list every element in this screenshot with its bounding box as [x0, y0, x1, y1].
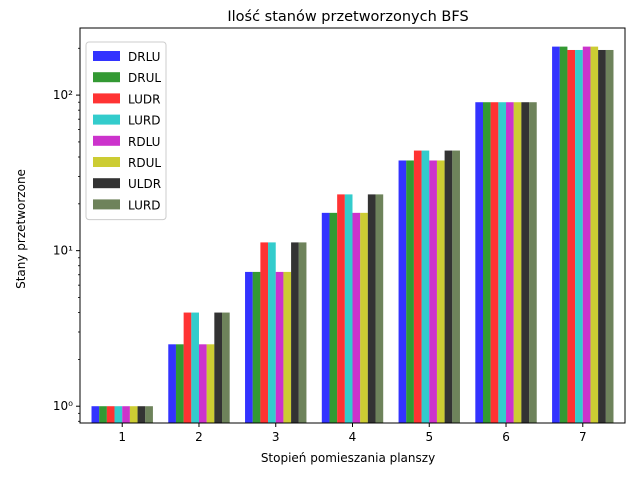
bar [375, 194, 384, 423]
bar [252, 271, 261, 423]
legend-swatch [93, 72, 120, 83]
bar [222, 312, 230, 423]
y-tick-label: 10² [53, 88, 73, 102]
bar [398, 160, 407, 423]
bar [429, 160, 437, 423]
bar [145, 406, 153, 423]
bar [183, 312, 192, 423]
y-axis-label: Stany przetworzone [14, 169, 28, 289]
bar [406, 160, 414, 423]
x-tick-label: 7 [579, 430, 587, 444]
bar [214, 312, 223, 423]
x-axis-label: Stopień pomieszania planszy [261, 451, 435, 465]
legend-swatch [93, 135, 120, 146]
x-tick-label: 2 [195, 430, 203, 444]
bar [482, 102, 491, 423]
bar [513, 102, 522, 423]
bar [275, 271, 284, 423]
bar [475, 102, 483, 423]
bar [99, 406, 107, 423]
bar [413, 150, 422, 423]
bar [245, 271, 253, 423]
bar [498, 102, 507, 423]
bar [129, 406, 138, 423]
legend-swatch [93, 93, 120, 104]
bar [206, 344, 215, 423]
legend-label: ULDR [128, 177, 161, 191]
legend-label: DRUL [128, 71, 161, 85]
bar [291, 242, 299, 423]
bar [367, 194, 376, 423]
bar [268, 242, 276, 423]
legend-label: RDUL [128, 156, 161, 170]
x-tick-label: 1 [118, 430, 126, 444]
legend-label: LURD [128, 198, 160, 212]
bar [444, 150, 453, 423]
bar [529, 102, 537, 423]
legend-swatch [93, 157, 120, 167]
bar [298, 242, 307, 423]
bar [137, 406, 146, 423]
legend-label: LUDR [128, 92, 160, 106]
bar [452, 150, 460, 423]
bar [122, 406, 130, 423]
bar [360, 212, 368, 423]
x-tick-label: 3 [272, 430, 280, 444]
bar [344, 194, 353, 423]
bar [283, 271, 292, 423]
bar [421, 150, 430, 423]
x-tick-label: 4 [349, 430, 357, 444]
bar [605, 49, 614, 423]
x-axis: 1 2 3 4 5 6 7 [118, 423, 587, 444]
bar [575, 49, 583, 423]
legend-swatch [93, 114, 120, 125]
bar [590, 46, 599, 424]
x-tick-label: 5 [425, 430, 433, 444]
bar [329, 212, 338, 423]
bar [567, 49, 576, 423]
legend-label: RDLU [128, 135, 160, 149]
bar [490, 102, 499, 423]
bar [114, 406, 123, 423]
bar [598, 49, 606, 423]
bar [552, 46, 560, 424]
legend-box [85, 41, 167, 221]
bar [337, 194, 345, 423]
bar [175, 344, 184, 423]
bar [168, 344, 176, 423]
bar [191, 312, 199, 423]
bar [260, 242, 269, 423]
bars-group [91, 46, 614, 424]
bar [91, 406, 100, 423]
legend: DRLU DRUL LUDR LURD RDLU RDUL ULDR LURD [85, 41, 167, 221]
bar [106, 406, 115, 423]
x-tick-label: 6 [502, 430, 510, 444]
bar [506, 102, 514, 423]
bar [436, 160, 445, 423]
legend-swatch [93, 178, 120, 189]
legend-label: LURD [128, 114, 160, 128]
bar [352, 212, 361, 423]
bar [582, 46, 591, 424]
bar [321, 212, 330, 423]
legend-swatch [93, 51, 120, 61]
chart-title: Ilość stanów przetworzonych BFS [227, 9, 468, 25]
y-axis: 10⁰ 10¹ 10² [53, 47, 80, 422]
y-tick-label: 10⁰ [53, 399, 73, 413]
bar [521, 102, 530, 423]
y-tick-label: 10¹ [53, 244, 73, 258]
legend-label: DRLU [128, 50, 160, 64]
bar [198, 344, 207, 423]
bar [559, 46, 568, 424]
legend-swatch [93, 199, 120, 210]
